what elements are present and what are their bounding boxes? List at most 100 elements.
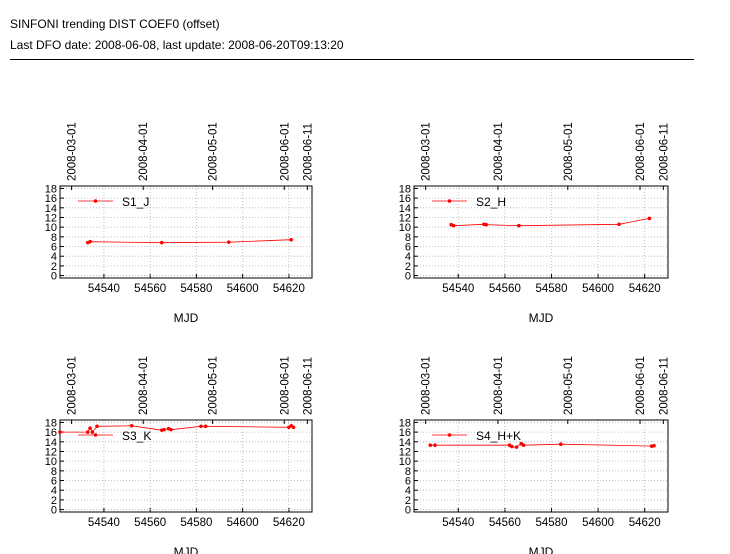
x-tick-label: 54600: [582, 517, 614, 529]
x-tick-label: 54540: [88, 283, 120, 295]
y-tick-label: 14: [45, 437, 57, 449]
page-subtitle: Last DFO date: 2008-06-08, last update: …: [10, 38, 344, 52]
y-tick-label: 2: [405, 495, 411, 507]
y-tick-label: 10: [399, 456, 411, 468]
legend-marker: [447, 199, 452, 203]
data-point: [521, 443, 526, 447]
y-tick-label: 16: [399, 427, 411, 439]
data-point: [129, 424, 134, 428]
data-point: [451, 223, 456, 228]
header-divider: [10, 59, 694, 60]
data-point: [289, 237, 293, 242]
x-tick-label: 54560: [134, 517, 166, 529]
data-point: [95, 424, 99, 429]
top-date-label: 2008-03-01: [421, 356, 433, 415]
y-tick-label: 4: [405, 251, 411, 263]
y-tick-label: 12: [399, 212, 411, 224]
page-title: SINFONI trending DIST COEF0 (offset): [10, 17, 220, 31]
y-tick-label: 2: [51, 495, 57, 507]
data-point: [58, 430, 62, 434]
y-tick-label: 2: [51, 261, 57, 273]
top-date-label: 2008-06-01: [635, 122, 647, 181]
x-tick-label: 54620: [629, 283, 661, 295]
y-tick-label: 18: [45, 417, 57, 429]
y-tick-label: 14: [45, 203, 57, 215]
data-point: [159, 240, 164, 245]
top-date-label: 2008-04-01: [493, 122, 505, 181]
series-line: [430, 443, 655, 448]
plot-frame: [59, 185, 313, 279]
top-date-label: 2008-06-01: [279, 122, 291, 181]
x-tick-label: 54560: [489, 517, 521, 529]
data-point: [514, 445, 519, 449]
plot-frame: [413, 419, 669, 513]
x-tick-label: 54540: [88, 517, 120, 529]
data-point: [203, 424, 208, 429]
legend-marker: [447, 433, 452, 437]
top-date-label: 2008-06-11: [658, 357, 670, 415]
data-point: [90, 430, 95, 434]
y-tick-label: 6: [405, 242, 411, 254]
x-tick-label: 54540: [442, 283, 474, 295]
chart-panel-1: 54540 54560 54580 54600 54620 024681012141618…: [45, 122, 315, 325]
y-tick-label: 18: [399, 183, 411, 195]
y-tick-label: 4: [51, 251, 57, 263]
data-point: [617, 222, 621, 227]
y-tick-label: 10: [399, 222, 411, 234]
y-tick-label: 0: [51, 505, 57, 517]
top-date-label: 2008-05-01: [563, 122, 575, 181]
top-date-label: 2008-06-01: [635, 356, 647, 415]
x-tick-label: 54580: [535, 517, 567, 529]
x-tick-label: 54580: [535, 283, 567, 295]
x-tick-label: 54580: [180, 517, 212, 529]
top-date-label: 2008-06-11: [658, 123, 670, 181]
y-tick-label: 8: [405, 466, 411, 478]
y-tick-label: 18: [399, 417, 411, 429]
y-tick-label: 0: [405, 271, 411, 283]
top-date-label: 2008-06-11: [302, 123, 314, 181]
plot-frame: [413, 185, 669, 279]
x-tick-label: 54600: [227, 283, 259, 295]
y-tick-label: 16: [399, 193, 411, 205]
top-date-label: 2008-05-01: [208, 122, 220, 181]
top-date-label: 2008-06-01: [279, 356, 291, 415]
data-point: [652, 443, 656, 448]
y-tick-label: 8: [405, 232, 411, 244]
data-point: [647, 216, 652, 221]
legend-label: S2_H: [476, 195, 506, 209]
data-point: [428, 443, 433, 447]
top-date-label: 2008-03-01: [67, 122, 79, 181]
y-tick-label: 8: [51, 466, 57, 478]
y-tick-label: 16: [45, 193, 57, 205]
x-axis-title: MJD: [174, 545, 199, 554]
chart-panel-4: 54540 54560 54580 54600 54620 024681012141618…: [399, 356, 671, 554]
data-point: [88, 426, 92, 431]
top-date-label: 2008-04-01: [138, 122, 150, 181]
x-axis-title: MJD: [174, 311, 199, 325]
y-tick-label: 8: [51, 232, 57, 244]
data-point: [88, 239, 92, 244]
x-tick-label: 54580: [180, 283, 212, 295]
y-tick-label: 0: [51, 271, 57, 283]
x-axis-title: MJD: [529, 545, 554, 554]
data-point: [510, 444, 514, 449]
data-point: [517, 223, 521, 228]
y-tick-label: 14: [399, 437, 411, 449]
x-tick-label: 54600: [227, 517, 259, 529]
x-tick-label: 54620: [273, 283, 305, 295]
y-tick-label: 2: [405, 261, 411, 273]
y-tick-label: 10: [45, 222, 57, 234]
chart-panel-2: 54540 54560 54580 54600 54620 024681012141618…: [399, 122, 671, 325]
y-tick-label: 4: [51, 485, 57, 497]
x-tick-label: 54540: [442, 517, 474, 529]
top-date-label: 2008-04-01: [493, 356, 505, 415]
top-date-label: 2008-03-01: [67, 356, 79, 415]
legend-label: S4_H+K: [476, 429, 521, 443]
y-tick-label: 6: [51, 476, 57, 488]
y-tick-label: 14: [399, 203, 411, 215]
y-tick-label: 4: [405, 485, 411, 497]
x-tick-label: 54600: [582, 283, 614, 295]
data-point: [226, 240, 231, 244]
top-date-label: 2008-05-01: [563, 356, 575, 415]
